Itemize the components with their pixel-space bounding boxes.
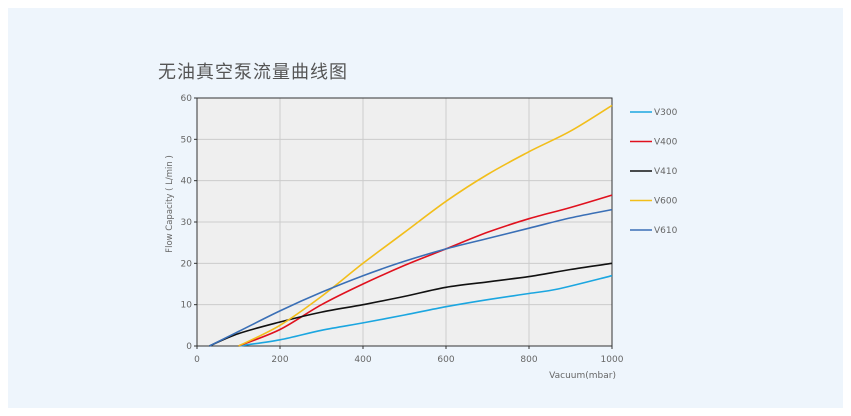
legend-label-v400: V400: [654, 138, 678, 148]
y-tick-label: 60: [181, 94, 193, 104]
x-tick-label: 600: [437, 355, 454, 365]
legend-label-v300: V300: [654, 108, 678, 118]
x-tick-label: 1000: [601, 355, 624, 365]
x-tick-label: 0: [194, 355, 200, 365]
x-tick-label: 400: [354, 355, 371, 365]
y-tick-label: 40: [181, 177, 193, 187]
series-line-v600: [238, 104, 613, 347]
chart-title: 无油真空泵流量曲线图: [158, 62, 348, 83]
y-tick-label: 20: [181, 259, 193, 269]
x-axis-label: Vacuum(mbar): [549, 371, 616, 381]
x-tick-label: 200: [271, 355, 288, 365]
y-tick-label: 10: [181, 301, 193, 311]
x-tick-label: 800: [520, 355, 537, 365]
y-tick-label: 30: [181, 218, 193, 228]
y-tick-label: 0: [186, 342, 192, 352]
series-line-v610: [209, 208, 613, 347]
series-line-v410: [209, 262, 613, 347]
y-tick-label: 50: [181, 135, 193, 145]
legend-label-v600: V600: [654, 197, 678, 207]
y-axis-label: Flow Capacity ( L/min ): [165, 155, 175, 253]
series-line-v300: [238, 274, 613, 347]
legend-label-v610: V610: [654, 226, 678, 236]
legend-label-v410: V410: [654, 167, 678, 177]
